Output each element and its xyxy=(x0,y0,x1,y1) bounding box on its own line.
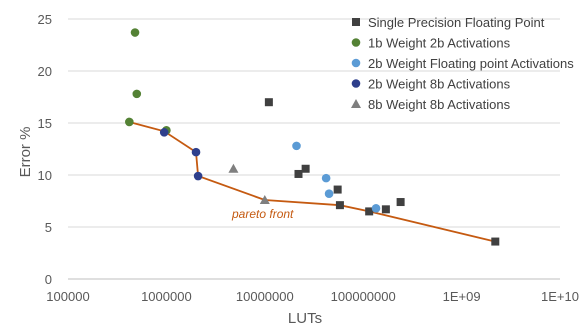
legend-marker xyxy=(351,38,361,47)
legend-marker xyxy=(351,58,361,68)
data-points xyxy=(125,28,500,246)
data-point xyxy=(396,198,405,207)
data-point xyxy=(264,98,273,107)
legend-label: Single Precision Floating Point xyxy=(368,15,545,30)
legend-marker xyxy=(351,79,361,88)
data-point xyxy=(335,201,344,210)
x-tick-label: 100000000 xyxy=(331,289,396,304)
x-tick-label: 10000000 xyxy=(236,289,294,304)
data-point xyxy=(365,207,374,216)
y-tick-label: 10 xyxy=(38,168,52,183)
data-point xyxy=(130,28,140,37)
x-tick-label: 1E+09 xyxy=(443,289,481,304)
data-point xyxy=(324,189,334,199)
x-tick-label: 1000000 xyxy=(141,289,192,304)
data-point xyxy=(228,163,239,173)
y-axis-ticks: 0 5 10 15 20 25 xyxy=(38,12,52,287)
data-point xyxy=(125,117,134,127)
y-axis-label: Error % xyxy=(17,127,34,178)
y-tick-label: 5 xyxy=(45,220,52,235)
pareto-front xyxy=(129,121,496,243)
x-axis-ticks: 100000 1000000 10000000 100000000 1E+09 1E+10 xyxy=(46,289,579,304)
legend-label: 2b Weight Floating point Activations xyxy=(368,56,574,71)
pareto-front-line xyxy=(129,121,496,243)
data-point xyxy=(159,128,169,137)
pareto-front-label: pareto front xyxy=(231,207,294,221)
gridlines xyxy=(68,18,560,280)
x-tick-label: 100000 xyxy=(46,289,89,304)
data-point xyxy=(301,164,310,173)
legend-marker xyxy=(351,99,361,108)
y-tick-label: 25 xyxy=(38,12,52,27)
y-tick-label: 20 xyxy=(38,64,52,79)
legend-label: 2b Weight 8b Activations xyxy=(368,77,511,92)
x-axis-label: LUTs xyxy=(288,310,322,327)
data-point xyxy=(294,169,303,178)
legend: Single Precision Floating Point 1b Weight… xyxy=(351,15,574,112)
data-point xyxy=(259,194,270,204)
data-point xyxy=(381,205,390,214)
data-point xyxy=(321,173,331,183)
data-point xyxy=(132,89,142,99)
legend-label: 1b Weight 2b Activations xyxy=(368,36,511,51)
data-point xyxy=(193,171,203,181)
data-point xyxy=(292,141,301,151)
data-point xyxy=(371,203,381,213)
data-point xyxy=(491,237,500,246)
legend-marker xyxy=(352,18,360,26)
y-tick-label: 15 xyxy=(38,116,52,131)
y-tick-label: 0 xyxy=(45,272,52,287)
x-tick-label: 1E+10 xyxy=(541,289,579,304)
legend-label: 8b Weight 8b Activations xyxy=(368,97,511,112)
data-point xyxy=(191,147,201,157)
data-point xyxy=(333,185,342,194)
